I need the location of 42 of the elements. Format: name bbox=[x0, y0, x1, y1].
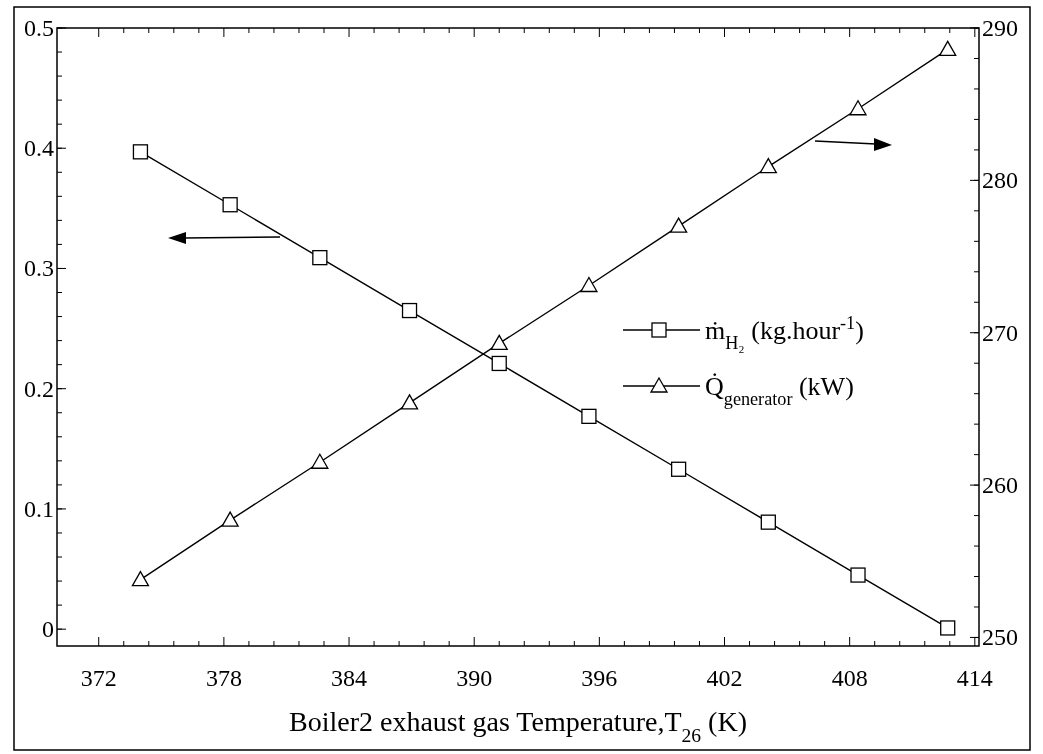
y2-tick-label: 260 bbox=[982, 472, 1018, 499]
point bbox=[670, 461, 687, 477]
point bbox=[580, 276, 598, 293]
x-axis-title: Boiler2 exhaust gas Temperature,T$_{26}$ (K) bbox=[289, 706, 747, 746]
point bbox=[490, 334, 508, 351]
point bbox=[312, 250, 328, 266]
x-tick-label: 384 bbox=[331, 665, 368, 691]
point bbox=[131, 570, 150, 587]
x-tick-label: 408 bbox=[831, 665, 868, 691]
point bbox=[311, 453, 329, 469]
y-tick-label: 0.3 bbox=[24, 255, 54, 282]
point bbox=[849, 100, 867, 116]
y-tick-label: 0.5 bbox=[24, 15, 54, 41]
x-tick-label: 414 bbox=[956, 665, 993, 691]
point bbox=[669, 217, 688, 233]
x-tick-label: 390 bbox=[456, 665, 493, 691]
x-tick-label: 372 bbox=[80, 665, 117, 691]
y2-tick-label: 290 bbox=[982, 15, 1018, 41]
point bbox=[132, 144, 149, 160]
y2-tick-label: 250 bbox=[982, 624, 1018, 651]
point bbox=[581, 408, 597, 424]
point bbox=[940, 620, 956, 636]
y2-tick-label: 280 bbox=[982, 167, 1018, 194]
point bbox=[401, 302, 418, 319]
y-tick-label: 0.2 bbox=[24, 375, 54, 402]
y-tick-label: 0.4 bbox=[24, 135, 54, 162]
point bbox=[222, 197, 238, 213]
point bbox=[760, 514, 776, 530]
x-tick-label: 402 bbox=[706, 665, 743, 691]
legend-label: Q̇$_{generator}$ (kW) bbox=[705, 372, 854, 409]
y-tick-label: 0 bbox=[42, 616, 54, 643]
point bbox=[400, 394, 419, 410]
point bbox=[850, 567, 866, 583]
x-tick-label: 396 bbox=[581, 665, 618, 691]
point bbox=[759, 158, 777, 174]
point bbox=[491, 355, 507, 372]
point bbox=[221, 511, 239, 527]
x-tick-label: 378 bbox=[205, 665, 242, 691]
point bbox=[939, 40, 957, 56]
y2-tick-label: 270 bbox=[982, 319, 1018, 346]
y-tick-label: 0.1 bbox=[24, 495, 54, 522]
legend-label: ṁ$_{H₂}$ (kg.hour$^{-1}$) bbox=[705, 313, 864, 353]
